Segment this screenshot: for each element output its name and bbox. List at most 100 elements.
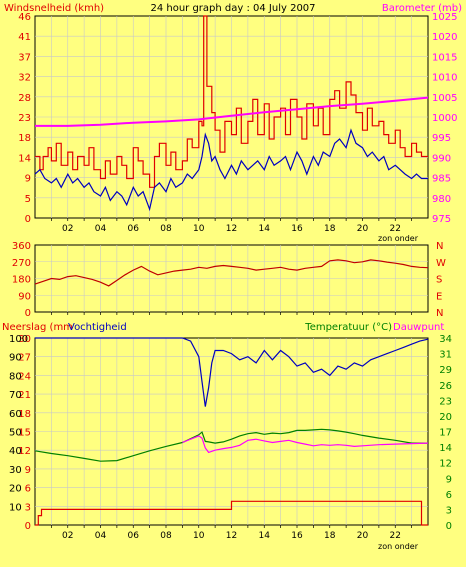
humidity-axis-label: Vochtigheid xyxy=(68,322,127,333)
x-tick-label: 20 xyxy=(357,224,369,234)
barometer-y-tick-label: 1000 xyxy=(432,113,457,124)
direction-y-tick-label: 360 xyxy=(12,241,31,252)
rain-y-tick-label: 6 xyxy=(25,484,31,495)
direction-y-tick-label: 180 xyxy=(12,275,31,286)
rain-y-tick-label: 24 xyxy=(18,371,31,382)
wind-y-tick-label: 9 xyxy=(25,174,31,185)
x-tick-label: 04 xyxy=(95,531,107,541)
temperature-axis-label: Temperatuur (°C) xyxy=(304,322,392,333)
barometer-y-tick-label: 980 xyxy=(432,194,451,205)
compass-tick-label: W xyxy=(436,258,446,269)
humidity-y-tick-label: 30 xyxy=(9,465,22,476)
wind-y-tick-label: 0 xyxy=(25,214,31,225)
temperature-series-line xyxy=(34,428,428,462)
rain-y-tick-label: 18 xyxy=(18,409,31,420)
x-tick-label: 14 xyxy=(259,531,271,541)
x-tick-label: 12 xyxy=(226,224,237,234)
humidity-y-tick-label: 50 xyxy=(9,428,22,439)
sunset-note-top: zon onder xyxy=(378,234,419,243)
temperature-y-tick-label: 34 xyxy=(439,334,452,345)
barometer-y-tick-label: 1005 xyxy=(432,93,457,104)
rain-y-tick-label: 15 xyxy=(18,428,31,439)
temperature-y-tick-label: 20 xyxy=(439,412,452,423)
barometer-y-tick-label: 975 xyxy=(432,214,451,225)
temperature-y-tick-label: 31 xyxy=(439,350,452,361)
x-tick-label: 22 xyxy=(390,224,401,234)
humidity-y-tick-label: 80 xyxy=(9,371,22,382)
rain-y-tick-label: 27 xyxy=(18,353,31,364)
humidity-y-tick-label: 90 xyxy=(9,353,22,364)
humidity-y-tick-label: 60 xyxy=(9,409,22,420)
humidity-y-tick-label: 70 xyxy=(9,390,22,401)
x-tick-label: 10 xyxy=(193,531,205,541)
x-tick-label: 10 xyxy=(193,224,205,234)
rain-series-line xyxy=(35,500,428,526)
wind-direction-series-line xyxy=(34,259,429,287)
barometer-y-tick-label: 1015 xyxy=(432,52,457,63)
chart-title: 24 hour graph day : 04 July 2007 xyxy=(150,3,315,14)
temperature-y-tick-label: 29 xyxy=(439,365,452,376)
x-tick-label: 18 xyxy=(324,224,336,234)
x-tick-label: 08 xyxy=(160,531,172,541)
x-tick-label: 22 xyxy=(390,531,401,541)
temperature-y-tick-label: 6 xyxy=(446,490,452,501)
rain-y-tick-label: 21 xyxy=(18,390,31,401)
temperature-y-tick-label: 12 xyxy=(439,459,452,470)
wind-y-tick-label: 23 xyxy=(18,113,31,124)
dewpoint-series-line xyxy=(182,435,429,454)
x-tick-label: 02 xyxy=(62,224,73,234)
rain-y-tick-label: 30 xyxy=(18,334,31,345)
wind-y-tick-label: 41 xyxy=(18,32,31,43)
humidity-y-tick-label: 20 xyxy=(9,484,22,495)
wind-y-tick-label: 5 xyxy=(25,194,31,205)
compass-tick-label: E xyxy=(436,291,442,302)
temperature-y-tick-label: 17 xyxy=(439,428,452,439)
rain-y-tick-label: 0 xyxy=(25,521,31,532)
barometer-y-tick-label: 1020 xyxy=(432,32,457,43)
humidity-y-tick-label: 100 xyxy=(9,334,28,345)
x-tick-label: 16 xyxy=(291,224,303,234)
x-tick-label: 06 xyxy=(128,531,140,541)
temperature-y-tick-label: 3 xyxy=(446,505,452,516)
wind-y-tick-label: 28 xyxy=(18,93,31,104)
temperature-y-tick-label: 26 xyxy=(439,381,452,392)
direction-y-tick-label: 90 xyxy=(18,291,31,302)
barometer-y-tick-label: 1010 xyxy=(432,73,457,84)
barometer-y-tick-label: 995 xyxy=(432,133,451,144)
humidity-series-line xyxy=(35,337,429,407)
barometer-series-line xyxy=(35,96,429,127)
barometer-y-tick-label: 990 xyxy=(432,153,451,164)
x-tick-label: 02 xyxy=(62,531,73,541)
x-tick-label: 20 xyxy=(357,531,369,541)
wind-y-tick-label: 14 xyxy=(18,153,31,164)
sunset-note-bottom: zon onder xyxy=(378,542,419,551)
rain-y-tick-label: 3 xyxy=(25,502,31,513)
wind-y-tick-label: 18 xyxy=(18,133,31,144)
compass-tick-label: N xyxy=(436,241,443,252)
rain-axis-label: Neerslag (mm xyxy=(2,322,73,333)
temperature-y-tick-label: 9 xyxy=(446,474,452,485)
x-tick-label: 06 xyxy=(128,224,140,234)
compass-tick-label: N xyxy=(436,308,443,319)
barometer-y-tick-label: 985 xyxy=(432,174,451,185)
direction-y-tick-label: 0 xyxy=(25,308,31,319)
temperature-y-tick-label: 23 xyxy=(439,396,452,407)
temperature-y-tick-label: 0 xyxy=(446,521,452,532)
chart-panels: 0591418232832374146975980985990995100010… xyxy=(9,12,457,541)
wind-y-tick-label: 32 xyxy=(18,73,31,84)
humidity-y-tick-label: 40 xyxy=(9,446,22,457)
barometer-axis-label: Barometer (mb) xyxy=(382,3,462,14)
wind-series-line xyxy=(35,15,428,188)
x-tick-label: 14 xyxy=(259,224,271,234)
wind-y-tick-label: 46 xyxy=(18,12,31,23)
x-tick-label: 18 xyxy=(324,531,336,541)
humidity-y-tick-label: 10 xyxy=(9,502,22,513)
compass-tick-label: S xyxy=(436,275,442,286)
direction-y-tick-label: 270 xyxy=(12,258,31,269)
wind_avg-series-line xyxy=(34,128,428,212)
temperature-y-tick-label: 14 xyxy=(439,443,452,454)
x-tick-label: 12 xyxy=(226,531,237,541)
x-tick-label: 04 xyxy=(95,224,107,234)
x-tick-label: 08 xyxy=(160,224,172,234)
